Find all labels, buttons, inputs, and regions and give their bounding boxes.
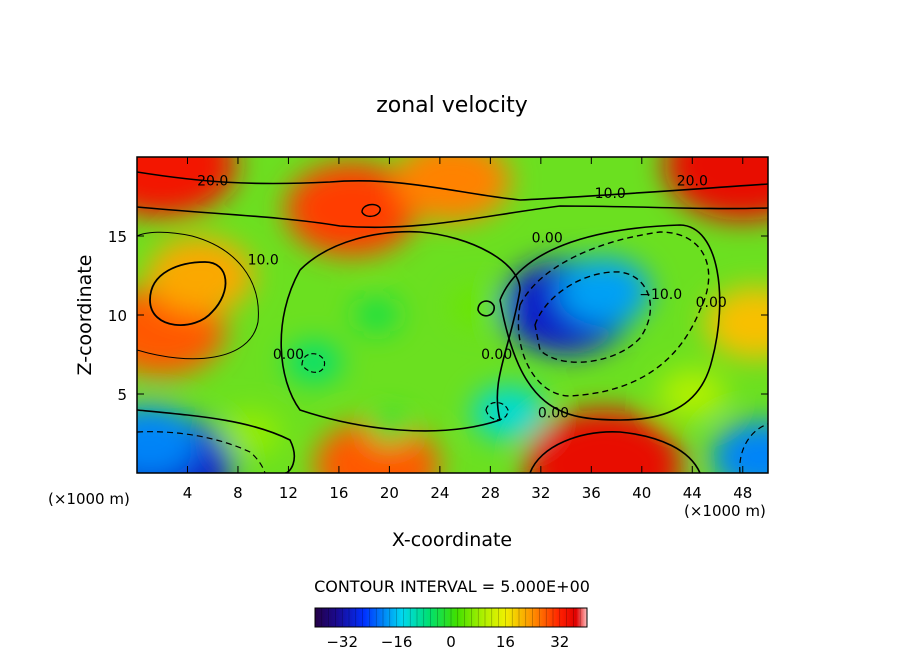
colorbar-tick-label: 0 xyxy=(446,633,456,651)
velocity-field xyxy=(137,157,768,473)
chart-title: zonal velocity xyxy=(376,93,528,118)
field-feature xyxy=(137,157,237,218)
contour-lines xyxy=(137,171,768,473)
contour-upper-band xyxy=(137,171,768,201)
field-feature xyxy=(394,157,511,223)
y-tick-label: 10 xyxy=(108,307,127,325)
contour-interval-text: CONTOUR INTERVAL = 5.000E+00 xyxy=(314,577,590,596)
x-unit-right: (×1000 m) xyxy=(684,502,766,520)
y-axis-ticks: 5 10 15 xyxy=(108,228,768,404)
contour-left-lobe xyxy=(149,261,227,326)
contour-label: 0.00 xyxy=(273,347,304,363)
contour-bottom-right-neg xyxy=(739,423,768,473)
colorbar-tick-label: −16 xyxy=(381,633,413,651)
contour-left-lobe-2 xyxy=(137,231,259,360)
contour-labels: 20.0 20.0 10.0 10.0 0.00 0.00 0.00 0.00 −10.0 0.0… xyxy=(197,173,727,421)
colorbar-tick-label: 32 xyxy=(550,633,569,651)
field-feature xyxy=(146,237,254,314)
x-unit-left: (×1000 m) xyxy=(48,490,130,508)
contour-label: 0.00 xyxy=(696,295,727,311)
x-axis-label: X-coordinate xyxy=(392,529,512,551)
field-feature xyxy=(705,286,768,359)
contour-label: 20.0 xyxy=(677,173,708,189)
field-feature xyxy=(711,421,768,473)
contour-small-loop-2 xyxy=(477,300,495,317)
x-tick-label: 8 xyxy=(233,484,243,502)
y-axis-label: Z-coordinate xyxy=(74,255,96,376)
contour-bottom-left-neg xyxy=(137,431,266,473)
x-tick-label: 44 xyxy=(683,484,702,502)
y-tick-label: 5 xyxy=(117,386,127,404)
contour-zero-left xyxy=(280,230,521,432)
contour-label: 0.00 xyxy=(538,406,569,422)
contour-label: 0.00 xyxy=(532,230,563,246)
contour-label: 20.0 xyxy=(197,173,228,189)
contour-label: 10.0 xyxy=(595,186,626,202)
field-feature xyxy=(137,405,200,473)
field-feature xyxy=(472,385,547,441)
contour-upper-band-2 xyxy=(137,205,768,229)
colorbar-tick-label: 16 xyxy=(496,633,515,651)
x-tick-label: 28 xyxy=(481,484,500,502)
contour-neg-blob xyxy=(534,271,652,363)
field-feature xyxy=(286,341,342,383)
contour-bottom-left xyxy=(137,409,295,473)
field-feature xyxy=(557,257,651,326)
colorbar-tick-label: −32 xyxy=(326,633,358,651)
colorbar-divisions xyxy=(321,608,581,627)
contour-small-loop-4 xyxy=(361,203,381,218)
y-tick-label: 15 xyxy=(108,228,127,246)
colorbar-ticks: −32 −16 0 16 32 xyxy=(326,633,569,651)
contour-small-loop-3 xyxy=(485,401,509,421)
contour-label: 0.00 xyxy=(481,347,512,363)
contour-zero-right xyxy=(499,224,721,421)
field-feature xyxy=(663,157,768,221)
field-feature xyxy=(353,297,400,333)
x-axis-ticks: 4 8 12 16 20 24 28 32 36 40 44 48 xyxy=(183,157,752,502)
field-feature xyxy=(525,409,683,473)
x-tick-label: 32 xyxy=(531,484,550,502)
x-tick-label: 16 xyxy=(329,484,348,502)
x-tick-label: 24 xyxy=(430,484,449,502)
contour-bottom-right xyxy=(529,431,701,473)
x-tick-label: 4 xyxy=(183,484,193,502)
contour-neg-blob-outer xyxy=(517,231,710,397)
x-tick-label: 36 xyxy=(582,484,601,502)
contour-small-loop-1 xyxy=(301,353,326,373)
plot-area: 20.0 20.0 10.0 10.0 0.00 0.00 0.00 0.00 −10.0 0.0… xyxy=(137,157,768,473)
x-tick-label: 12 xyxy=(279,484,298,502)
x-tick-label: 20 xyxy=(380,484,399,502)
contour-label: −10.0 xyxy=(639,287,682,303)
contour-label: 10.0 xyxy=(248,252,279,268)
x-tick-label: 48 xyxy=(733,484,752,502)
field-feature xyxy=(658,369,727,419)
field-feature xyxy=(219,410,282,457)
x-tick-label: 40 xyxy=(632,484,651,502)
